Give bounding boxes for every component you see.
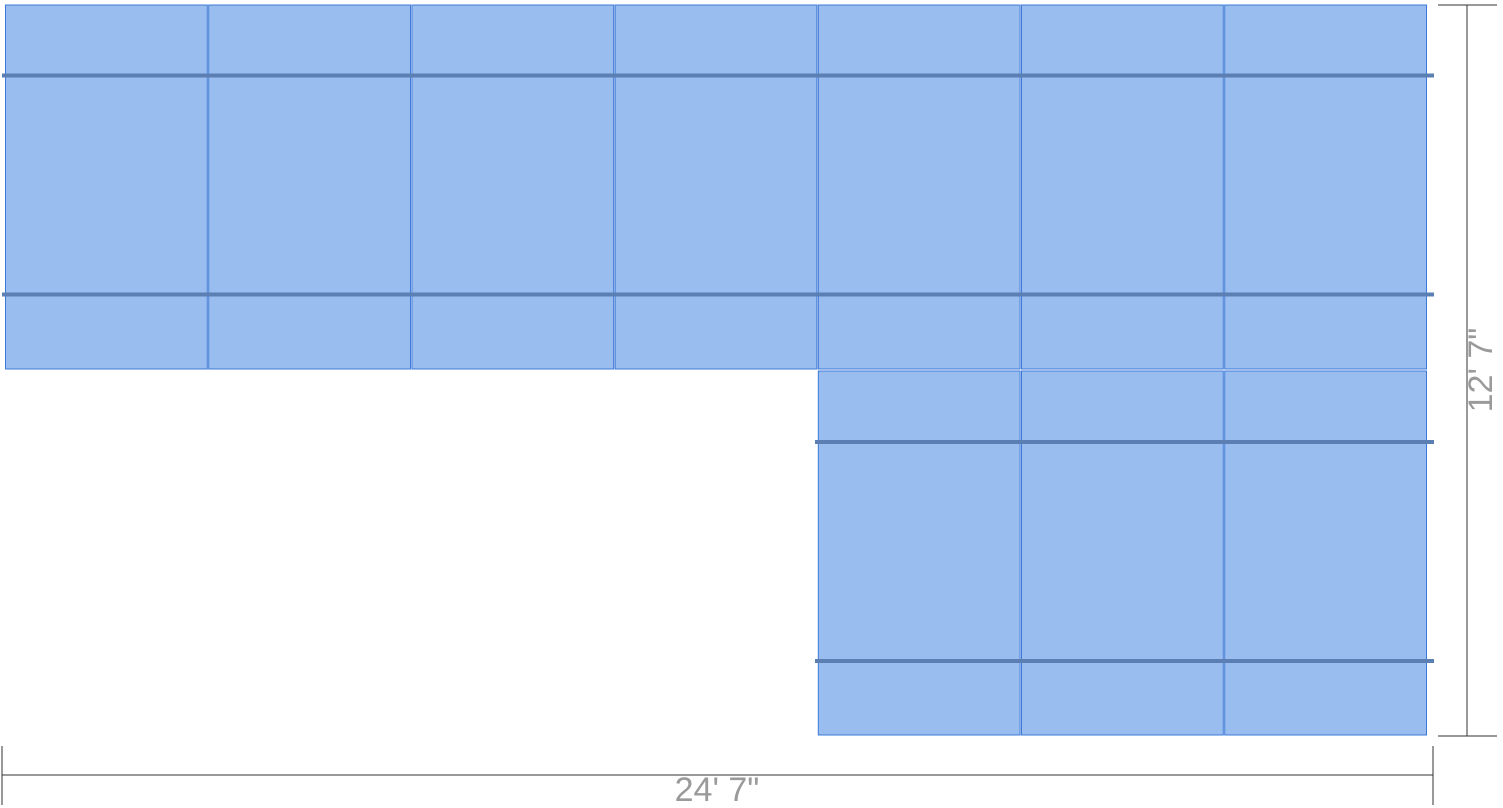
seams-layer	[2, 73, 1434, 663]
tile-upper-run-6	[1021, 4, 1224, 370]
tile-upper-run-5	[817, 4, 1021, 370]
width-dimension: 24' 7"	[1, 746, 1434, 808]
tiles-layer	[5, 4, 1427, 736]
tile-lower-run-1	[817, 370, 1021, 736]
tile-lower-run-2	[1021, 370, 1224, 736]
tile-lower-run-3	[1224, 370, 1427, 736]
height-dimension: 12' 7"	[1438, 4, 1500, 737]
height-dimension-label: 12' 7"	[1462, 328, 1500, 413]
width-dimension-label: 24' 7"	[675, 771, 760, 808]
tile-upper-run-2	[208, 4, 411, 370]
tile-upper-run-3	[411, 4, 615, 370]
tile-upper-run-4	[614, 4, 818, 370]
tile-upper-run-7	[1224, 4, 1427, 370]
tile-upper-run-1	[5, 4, 208, 370]
